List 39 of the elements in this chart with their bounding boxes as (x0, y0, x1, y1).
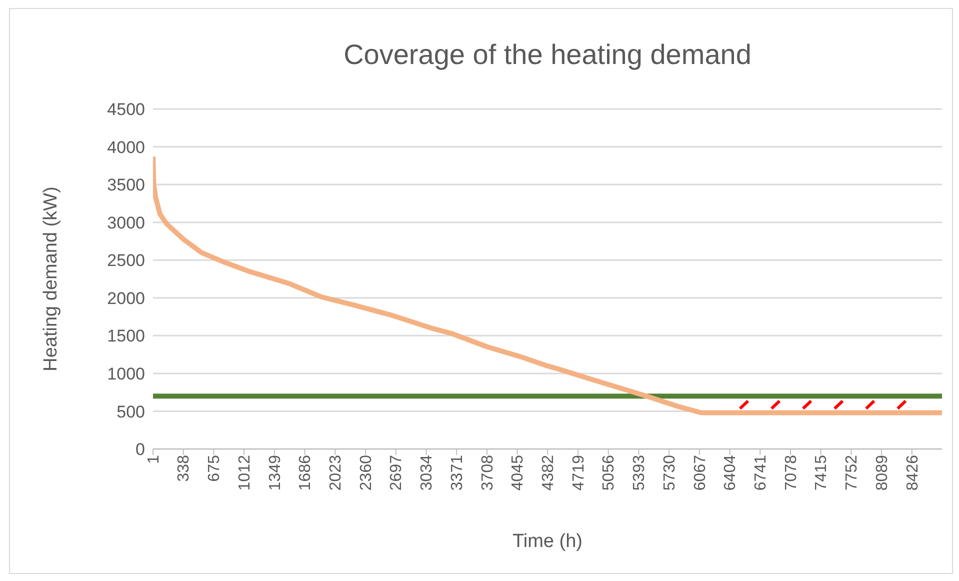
x-tick-label: 675 (206, 454, 224, 482)
x-tick-label: 5393 (631, 454, 648, 491)
x-tick-label: 1 (145, 454, 162, 464)
chart-title: Coverage of the heating demand (342, 39, 752, 71)
x-tick-label: 7415 (813, 454, 830, 491)
x-tick-label: 7078 (782, 454, 800, 491)
y-tick-label: 3500 (107, 176, 145, 195)
x-tick-label: 2360 (358, 454, 375, 491)
x-tick-label: 5056 (600, 454, 618, 491)
x-tick-label: 4719 (570, 454, 588, 491)
x-tick-label: 6741 (752, 454, 770, 491)
y-tick-label: 1500 (107, 326, 145, 346)
y-tick-label: 2000 (107, 288, 145, 308)
y-tick-label: 0 (136, 440, 145, 460)
y-tick-label: 4500 (107, 100, 145, 120)
x-tick-label: 3708 (479, 454, 496, 491)
x-tick-label: 3371 (448, 454, 466, 491)
x-tick-label: 1686 (297, 454, 314, 491)
y-tick-label: 2500 (107, 251, 145, 270)
y-tick-label: 4000 (107, 138, 145, 157)
x-tick-label: 4045 (510, 454, 527, 491)
y-tick-label: 500 (116, 402, 145, 422)
x-tick-label: 8426 (904, 454, 922, 491)
x-tick-label: 4382 (540, 454, 557, 491)
y-axis-title: Heating demand (kW) (40, 186, 62, 372)
x-tick-label: 2697 (388, 454, 406, 491)
x-tick-label: 338 (176, 454, 193, 482)
x-tick-label: 8089 (874, 454, 891, 491)
x-tick-label: 7752 (844, 454, 861, 491)
x-axis-title: Time (h) (512, 531, 583, 552)
y-tick-label: 1000 (107, 364, 145, 384)
y-tick-label: 3000 (107, 213, 145, 232)
x-tick-label: 1012 (236, 454, 254, 491)
x-tick-label: 5730 (661, 454, 678, 491)
x-tick-label: 6067 (692, 454, 709, 491)
x-tick-label: 2023 (328, 454, 344, 491)
x-tick-label: 3034 (418, 454, 436, 491)
x-tick-label: 1349 (266, 454, 284, 491)
x-tick-label: 6404 (722, 454, 740, 491)
